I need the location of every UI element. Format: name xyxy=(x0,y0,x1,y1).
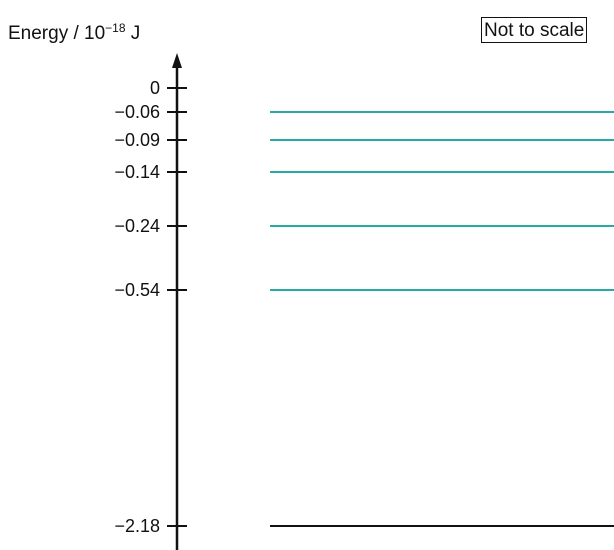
axis-title-prefix: Energy / 10 xyxy=(8,23,106,44)
axis-title: Energy / 10−18 J xyxy=(8,22,140,46)
axis-arrowhead xyxy=(172,53,182,68)
tick-label: −0.09 xyxy=(114,130,160,150)
axis-title-exponent: −18 xyxy=(105,21,126,35)
not-to-scale-note: Not to scale xyxy=(481,17,588,43)
energy-axis: 0 −0.06 −0.09 −0.14 −0.24 −0.54 −2.18 xyxy=(114,53,187,550)
axis-title-unit: J xyxy=(125,23,141,44)
tick-label: −0.54 xyxy=(114,280,160,300)
tick-label: 0 xyxy=(150,78,160,98)
tick-label: −0.24 xyxy=(114,216,160,236)
tick-label: −2.18 xyxy=(114,516,160,536)
tick-label: −0.06 xyxy=(114,102,160,122)
energy-levels xyxy=(270,111,614,527)
tick-label: −0.14 xyxy=(114,162,160,182)
